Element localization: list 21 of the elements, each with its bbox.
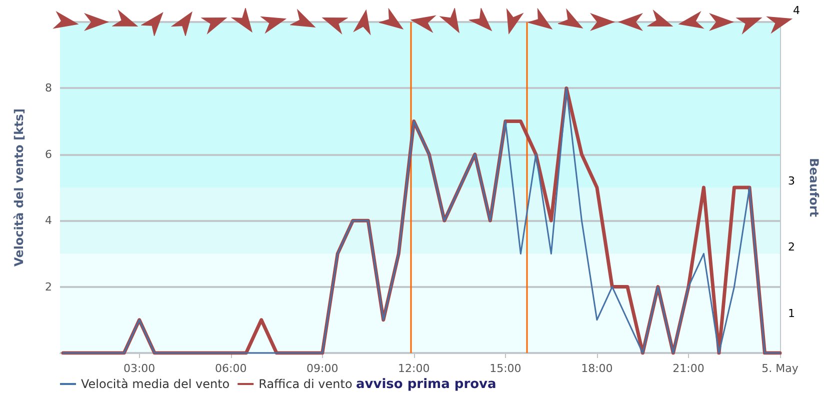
y2-axis-title: Beaufort xyxy=(807,158,821,218)
x-tick-label: 12:00 xyxy=(398,362,430,375)
text: 4 xyxy=(793,4,800,17)
y-tick-label: 6 xyxy=(45,148,52,161)
y-tick-label: 4 xyxy=(45,214,52,228)
x-tick-label: 03:00 xyxy=(123,362,156,375)
x-tick-label: 09:00 xyxy=(306,362,338,375)
y-axis-title: Velocità del vento [kts] xyxy=(12,108,26,266)
x-tick-label: 21:00 xyxy=(672,362,704,375)
x-tick-label: 15:00 xyxy=(490,362,522,375)
y-tick-label: 2 xyxy=(45,280,52,294)
legend-label: Velocità media del vento xyxy=(81,377,230,391)
x-tick-label: 18:00 xyxy=(581,362,613,375)
y2-tick-label: 1 xyxy=(788,306,795,320)
x-tick-label: 06:00 xyxy=(214,362,247,375)
legend-label: Raffica di vento xyxy=(258,377,352,391)
x-tick-label: 5. May xyxy=(762,362,799,375)
text: avviso prima prova xyxy=(356,377,496,392)
y2-tick-label: 3 xyxy=(788,174,795,188)
y2-tick-label: 2 xyxy=(788,240,795,254)
y-tick-label: 8 xyxy=(45,82,52,95)
